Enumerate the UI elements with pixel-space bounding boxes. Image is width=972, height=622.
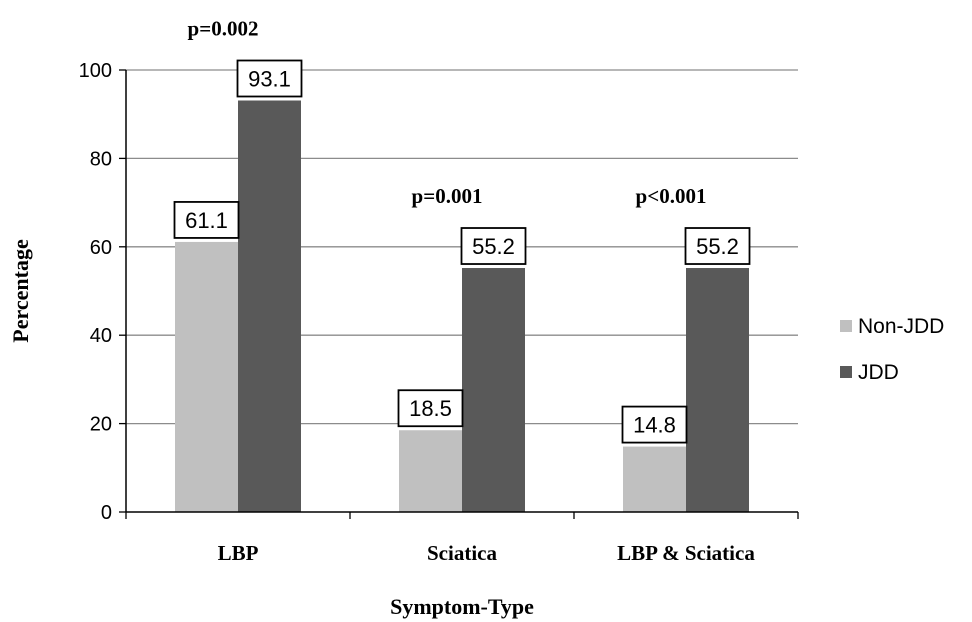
y-tick-label: 60 (90, 237, 112, 259)
data-label-box (621, 405, 688, 444)
legend-swatch-jdd (840, 366, 852, 378)
y-axis-title: Percentage (8, 239, 33, 343)
x-axis-title: Symptom-Type (390, 594, 534, 619)
data-label-box (460, 227, 527, 265)
data-label: 93.1 (248, 66, 291, 91)
data-label-box (173, 201, 240, 239)
data-label: 55.2 (696, 234, 739, 259)
bar-jdd-lbp-sciatica (686, 268, 749, 512)
bar-non-jdd-lbp-sciatica (623, 446, 686, 512)
legend-swatch-non-jdd (840, 320, 852, 332)
bar-jdd-lbp (238, 100, 301, 513)
legend-label-jdd: JDD (858, 361, 899, 384)
y-tick-label: 20 (90, 414, 112, 436)
annotations: p=0.002 p=0.001 p<0.001 (188, 16, 707, 208)
y-tick-label: 0 (101, 502, 112, 524)
p-value-annotation: p=0.001 (412, 184, 483, 208)
data-label-box (684, 227, 751, 265)
bar-non-jdd-lbp (175, 241, 238, 513)
bars (175, 100, 749, 513)
data-label: 55.2 (472, 234, 515, 259)
y-tick-label: 40 (90, 325, 112, 347)
y-tick-labels: 0 20 40 60 80 100 (79, 60, 112, 524)
x-tick-label: Sciatica (427, 541, 497, 565)
x-tick-labels: LBP Sciatica LBP & Sciatica (218, 541, 756, 565)
data-label-box (397, 389, 464, 428)
data-label: 18.5 (409, 396, 452, 421)
data-labels: 61.1 93.1 18.5 55.2 14.8 55.2 (173, 59, 751, 444)
data-label-box (236, 59, 303, 98)
p-value-annotation: p=0.002 (188, 16, 259, 40)
x-tick-label: LBP (218, 541, 259, 565)
x-tick-label: LBP & Sciatica (617, 541, 755, 565)
bar-non-jdd-sciatica (399, 430, 462, 512)
legend-label-non-jdd: Non-JDD (858, 315, 944, 338)
legend: Non-JDD JDD (840, 315, 944, 384)
p-value-annotation: p<0.001 (636, 184, 707, 208)
y-tick-label: 80 (90, 148, 112, 170)
data-label: 14.8 (633, 413, 676, 438)
y-tick-label: 100 (79, 60, 112, 82)
data-label: 61.1 (185, 208, 228, 233)
axes (125, 70, 798, 513)
bar-jdd-sciatica (462, 268, 525, 512)
